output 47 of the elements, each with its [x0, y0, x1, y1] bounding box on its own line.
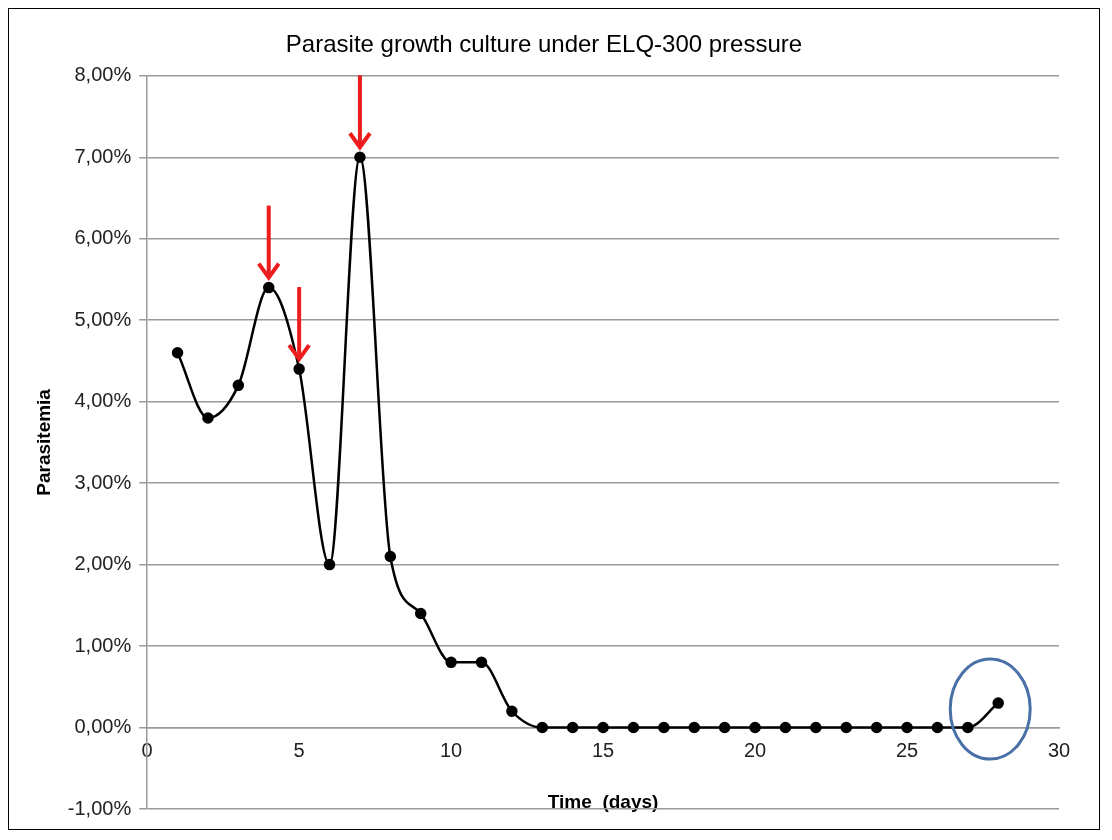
- point: [506, 705, 518, 717]
- point: [962, 721, 974, 734]
- point: [840, 721, 852, 734]
- y-tick-label: -1,00%: [67, 796, 132, 819]
- point: [718, 721, 731, 734]
- x-tick-label: 15: [591, 739, 615, 762]
- point: [232, 379, 245, 392]
- point: [354, 151, 366, 164]
- point: [293, 363, 305, 375]
- y-tick-label: 3,00%: [74, 470, 132, 493]
- point: [810, 721, 822, 734]
- point: [870, 721, 883, 734]
- point: [202, 412, 214, 424]
- point: [992, 697, 1004, 709]
- y-tick-label: 6,00%: [74, 226, 132, 249]
- point: [475, 656, 488, 669]
- x-tick-label: 20: [743, 739, 767, 762]
- point: [566, 721, 579, 734]
- y-tick-label: 7,00%: [74, 144, 132, 167]
- point: [536, 721, 549, 734]
- point: [749, 721, 761, 734]
- point: [263, 281, 275, 294]
- x-axis-title: Time (days): [547, 791, 659, 813]
- point: [901, 721, 913, 734]
- y-tick-label: 0,00%: [74, 715, 132, 738]
- y-tick-label: 5,00%: [74, 307, 132, 330]
- y-tick-label: 2,00%: [74, 552, 132, 575]
- point: [688, 721, 701, 734]
- y-axis-title: Parasitemia: [32, 388, 54, 496]
- x-tick-label: 5: [293, 739, 305, 762]
- point: [414, 607, 427, 620]
- y-tick-label: 1,00%: [74, 633, 132, 656]
- point: [931, 721, 944, 734]
- point: [658, 721, 670, 734]
- point: [445, 656, 457, 669]
- point: [597, 721, 609, 734]
- point: [627, 721, 640, 734]
- y-tick-label: 8,00%: [74, 63, 132, 86]
- chart-title: Parasite growth culture under ELQ-300 pressure: [285, 30, 803, 58]
- point: [779, 721, 792, 734]
- x-tick-label: 25: [895, 739, 919, 762]
- point: [384, 550, 397, 563]
- x-tick-label: 30: [1047, 739, 1071, 762]
- x-tick-label: 10: [439, 739, 463, 762]
- point: [171, 347, 184, 359]
- y-tick-label: 4,00%: [74, 389, 132, 412]
- point: [323, 558, 336, 571]
